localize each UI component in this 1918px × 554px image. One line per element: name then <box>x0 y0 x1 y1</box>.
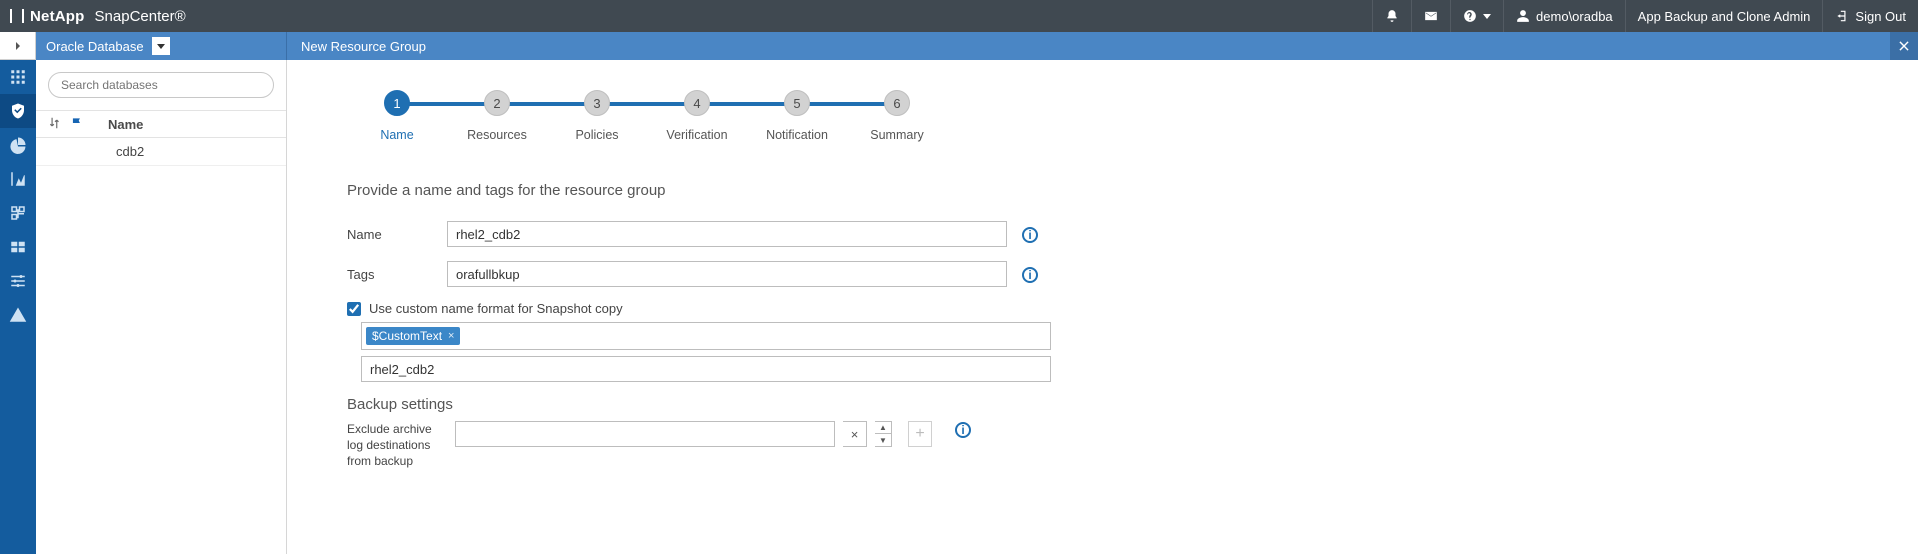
close-icon <box>1897 39 1911 53</box>
alert-icon <box>9 306 27 324</box>
sort-icon[interactable] <box>48 116 62 133</box>
nav-hosts[interactable] <box>0 196 36 230</box>
user-label: demo\oradba <box>1536 9 1613 24</box>
nav-storage[interactable] <box>0 230 36 264</box>
brand-name: NetApp <box>30 8 85 25</box>
wizard-steps: 1 Name 2 Resources 3 Policies 4 Verification 5 No… <box>347 90 947 142</box>
page-close-button[interactable] <box>1890 32 1918 60</box>
context-table-header: Name <box>36 110 286 138</box>
signout-button[interactable]: Sign Out <box>1822 0 1918 32</box>
bell-icon <box>1385 9 1399 23</box>
context-dropdown[interactable]: Oracle Database <box>36 32 287 60</box>
exclude-info-icon[interactable]: i <box>954 421 972 438</box>
step-label: Notification <box>747 128 847 142</box>
token-customtext[interactable]: $CustomText × <box>366 327 460 345</box>
token-remove-icon[interactable]: × <box>448 330 454 342</box>
help-icon <box>1463 9 1477 23</box>
shield-check-icon <box>9 102 27 120</box>
nav-resources[interactable] <box>0 94 36 128</box>
backup-settings-title: Backup settings <box>347 396 1858 413</box>
wizard-step-resources[interactable]: 2 Resources <box>447 90 547 142</box>
page-title: New Resource Group <box>301 39 426 54</box>
wizard-step-verification[interactable]: 4 Verification <box>647 90 747 142</box>
pie-icon <box>9 136 27 154</box>
form-title: Provide a name and tags for the resource… <box>347 182 1858 199</box>
nav-alerts[interactable] <box>0 298 36 332</box>
exclude-destination-input[interactable] <box>455 421 835 447</box>
snapshot-token-field[interactable]: $CustomText × <box>361 322 1051 350</box>
spinner-down[interactable]: ▼ <box>875 434 891 446</box>
step-number: 5 <box>784 90 810 116</box>
user-menu[interactable]: demo\oradba <box>1503 0 1625 32</box>
role-label-area[interactable]: App Backup and Clone Admin <box>1625 0 1823 32</box>
signout-label: Sign Out <box>1855 9 1906 24</box>
name-label: Name <box>347 227 447 242</box>
topbar: NetApp SnapCenter® demo\oradba App Backu… <box>0 0 1918 32</box>
help-menu[interactable] <box>1450 0 1503 32</box>
flag-icon[interactable] <box>70 116 84 133</box>
snapshot-name-input[interactable] <box>361 356 1051 382</box>
netapp-logo-icon <box>10 9 24 23</box>
step-label: Verification <box>647 128 747 142</box>
custom-format-label: Use custom name format for Snapshot copy <box>369 301 623 316</box>
step-number: 4 <box>684 90 710 116</box>
brand: NetApp SnapCenter® <box>0 8 196 25</box>
nav-settings[interactable] <box>0 264 36 298</box>
nav-dashboard[interactable] <box>0 60 36 94</box>
wizard-step-name[interactable]: 1 Name <box>347 90 447 142</box>
mail-icon <box>1424 9 1438 23</box>
chart-icon <box>9 170 27 188</box>
name-info-icon[interactable]: i <box>1021 226 1039 243</box>
chevron-down-icon <box>1483 14 1491 19</box>
nav-reports[interactable] <box>0 162 36 196</box>
step-label: Summary <box>847 128 947 142</box>
chevron-down-icon <box>157 44 165 49</box>
role-label: App Backup and Clone Admin <box>1638 9 1811 24</box>
page-title-bar: New Resource Group <box>287 32 1918 60</box>
wizard-step-summary[interactable]: 6 Summary <box>847 90 947 142</box>
rail-expand-toggle[interactable] <box>0 32 36 60</box>
sliders-icon <box>9 272 27 290</box>
step-label: Resources <box>447 128 547 142</box>
context-row-name: cdb2 <box>108 144 286 159</box>
wizard-step-policies[interactable]: 3 Policies <box>547 90 647 142</box>
step-label: Policies <box>547 128 647 142</box>
hosts-icon <box>9 204 27 222</box>
user-icon <box>1516 9 1530 23</box>
custom-format-checkbox[interactable] <box>347 302 361 316</box>
exclude-spinner: ▲ ▼ <box>875 421 892 447</box>
context-pane: Name cdb2 <box>36 60 287 554</box>
step-number: 2 <box>484 90 510 116</box>
step-number: 6 <box>884 90 910 116</box>
tags-input[interactable] <box>447 261 1007 287</box>
step-label: Name <box>347 128 447 142</box>
search-input[interactable] <box>48 72 274 98</box>
context-row[interactable]: cdb2 <box>36 138 286 166</box>
context-dropdown-caret[interactable] <box>152 37 170 55</box>
product-name: SnapCenter® <box>95 8 186 25</box>
chevron-right-icon <box>13 41 23 51</box>
storage-icon <box>9 238 27 256</box>
tags-info-icon[interactable]: i <box>1021 266 1039 283</box>
main-content: 1 Name 2 Resources 3 Policies 4 Verification 5 No… <box>287 60 1918 554</box>
spinner-up[interactable]: ▲ <box>875 422 891 434</box>
name-input[interactable] <box>447 221 1007 247</box>
tags-label: Tags <box>347 267 447 282</box>
left-nav-rail <box>0 32 36 554</box>
exclude-clear-button[interactable]: × <box>843 421 867 447</box>
wizard-step-notification[interactable]: 5 Notification <box>747 90 847 142</box>
step-number: 3 <box>584 90 610 116</box>
grid-icon <box>9 68 27 86</box>
exclude-label: Exclude archive log destinations from ba… <box>347 421 447 470</box>
subheader: Oracle Database New Resource Group <box>36 32 1918 60</box>
notifications-button[interactable] <box>1372 0 1411 32</box>
context-dropdown-label: Oracle Database <box>46 39 144 54</box>
context-name-header[interactable]: Name <box>108 117 286 132</box>
signout-icon <box>1835 9 1849 23</box>
nav-monitor[interactable] <box>0 128 36 162</box>
messages-button[interactable] <box>1411 0 1450 32</box>
step-number: 1 <box>384 90 410 116</box>
token-label: $CustomText <box>372 329 442 343</box>
exclude-add-button[interactable]: + <box>908 421 932 447</box>
